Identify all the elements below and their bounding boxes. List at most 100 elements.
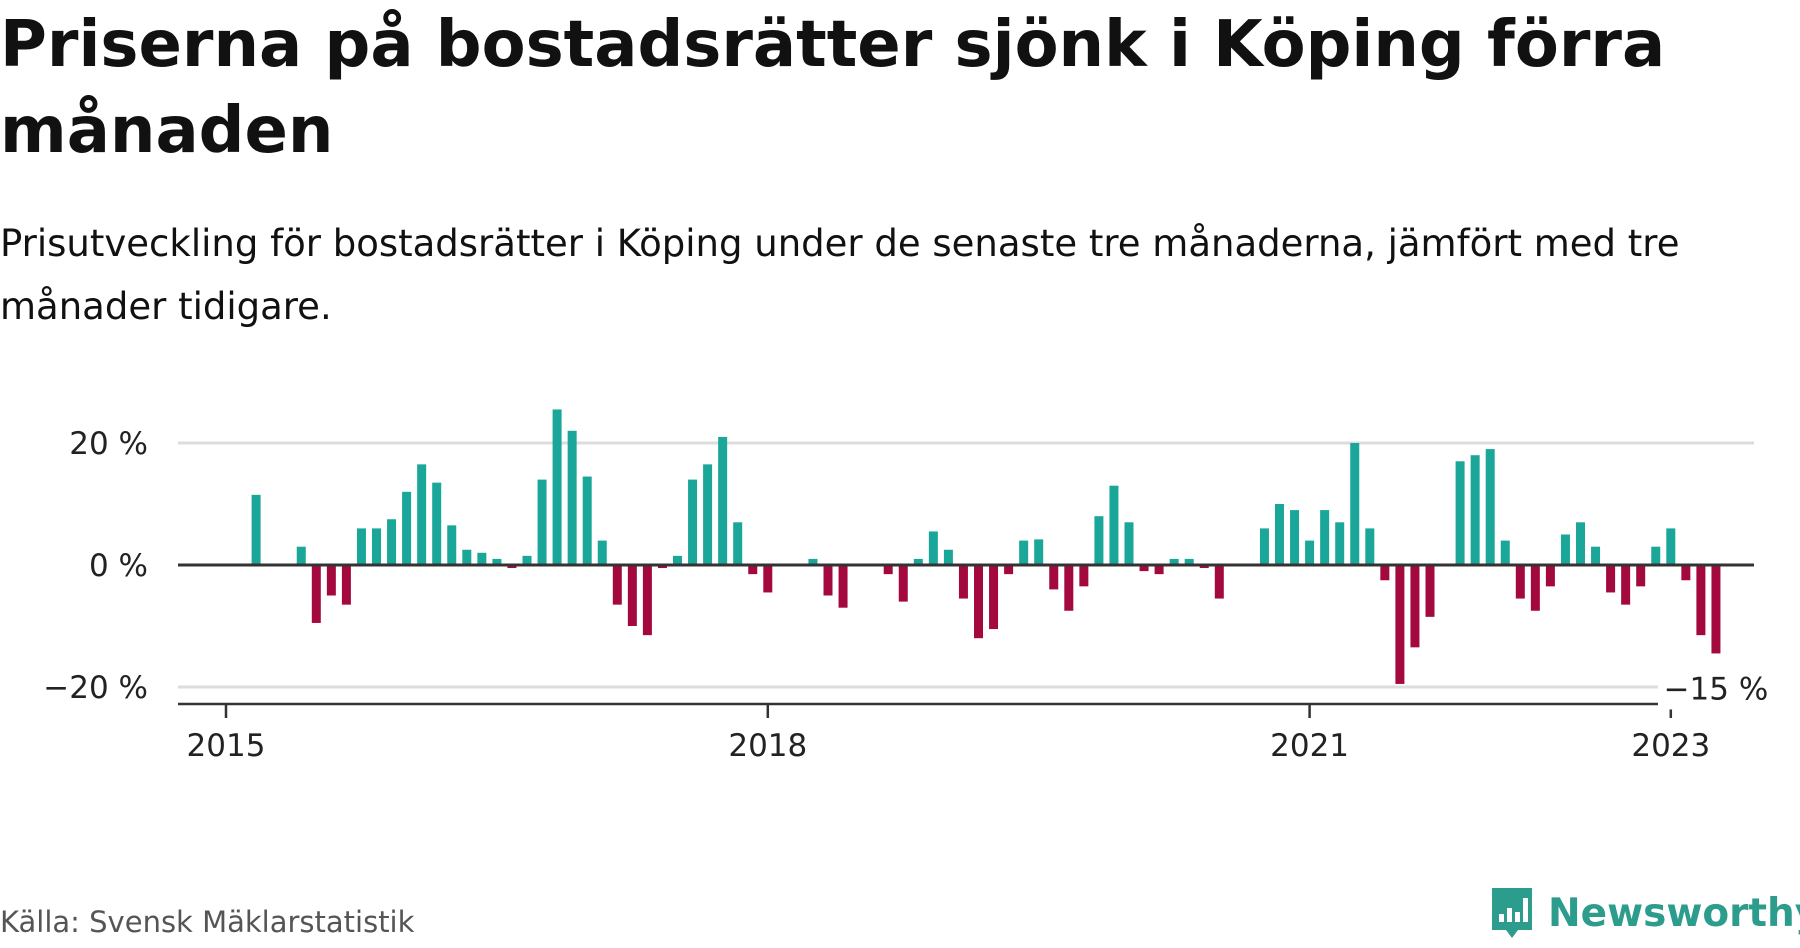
- bar: [1560, 534, 1570, 565]
- bar: [1711, 565, 1721, 654]
- bar: [477, 552, 487, 565]
- bar: [1034, 539, 1044, 565]
- bar: [928, 531, 938, 565]
- bar: [1666, 528, 1676, 565]
- bar: [356, 528, 366, 565]
- y-tick-label: −20 %: [43, 670, 148, 706]
- bar: [1621, 565, 1631, 605]
- bar: [492, 558, 502, 565]
- bar: [1425, 565, 1435, 617]
- bar: [507, 565, 517, 569]
- bar: [1184, 558, 1194, 565]
- bar: [748, 565, 758, 575]
- bar: [1019, 540, 1029, 565]
- bar: [898, 565, 908, 602]
- bar: [642, 565, 652, 636]
- bar: [958, 565, 968, 599]
- bar: [1485, 449, 1495, 565]
- x-tick-label: 2015: [187, 728, 266, 764]
- labels: 20 % 0 % −20 % 2015 2018 2021 2023 −15 %: [43, 426, 1776, 764]
- x-tick-label: 2023: [1631, 728, 1710, 764]
- bar: [537, 479, 547, 565]
- bar: [387, 519, 397, 565]
- bar: [1079, 565, 1089, 587]
- bar: [1169, 558, 1179, 565]
- bar: [402, 491, 412, 565]
- bar: [673, 555, 682, 565]
- bar: [718, 436, 728, 565]
- bar: [1259, 528, 1269, 565]
- bar: [688, 479, 698, 565]
- bar: [1455, 461, 1465, 565]
- bar: [296, 546, 306, 565]
- bar: [372, 528, 381, 565]
- bar: [1124, 522, 1134, 565]
- bar: [823, 565, 833, 596]
- axes: [178, 563, 1754, 718]
- y-tick-label: 0 %: [89, 548, 148, 584]
- bar: [582, 476, 592, 565]
- bar: [1139, 565, 1149, 572]
- bar: [974, 565, 983, 639]
- y-tick-label: 20 %: [69, 426, 148, 462]
- bar: [1606, 565, 1616, 593]
- bar: [552, 409, 562, 565]
- bar: [808, 558, 818, 565]
- bar: [1154, 565, 1164, 575]
- bar: [597, 540, 607, 565]
- bar: [1696, 565, 1706, 636]
- bar: [1651, 546, 1661, 565]
- bar: [1049, 565, 1059, 590]
- bar: [1410, 565, 1420, 648]
- bar: [1290, 510, 1300, 565]
- bar: [1545, 565, 1555, 587]
- bar: [1681, 565, 1691, 581]
- bar: [883, 565, 893, 575]
- bar: [657, 565, 667, 569]
- chart-subtitle: Prisutveckling för bostadsrätter i Köpin…: [0, 222, 1680, 328]
- bar: [733, 522, 743, 565]
- bar: [1395, 565, 1405, 684]
- chart-title: Priserna på bostadsrätter sjönk i Köping…: [0, 8, 1666, 168]
- gridlines: [178, 441, 1754, 689]
- bar: [1365, 528, 1375, 565]
- bar: [1350, 443, 1360, 565]
- bar: [1636, 565, 1646, 587]
- bar: [341, 565, 351, 605]
- source-note: Källa: Svensk Mäklarstatistik: [0, 905, 415, 939]
- bar: [1591, 546, 1601, 565]
- bar: [612, 565, 622, 605]
- bar: [251, 494, 261, 565]
- brand-logo: Newsworthy: [1488, 884, 1800, 942]
- bar: [913, 558, 923, 565]
- bar: [838, 565, 848, 608]
- bar: [1305, 540, 1315, 565]
- bar: [989, 565, 999, 630]
- x-tick-label: 2018: [728, 728, 807, 764]
- bar: [1335, 522, 1345, 565]
- bar: [1320, 510, 1330, 565]
- bar: [311, 565, 321, 623]
- bar: [1515, 565, 1525, 599]
- x-tick-label: 2021: [1270, 728, 1349, 764]
- bar: [1530, 565, 1540, 611]
- last-value-label: −15 %: [1664, 671, 1769, 707]
- bar: [1199, 565, 1209, 569]
- bar: [567, 430, 577, 565]
- bar: [1064, 565, 1074, 611]
- newsworthy-icon: [1492, 888, 1532, 938]
- bar: [326, 565, 336, 596]
- bar: [1470, 455, 1480, 565]
- bar: [1004, 565, 1014, 575]
- bar: [1109, 485, 1119, 565]
- bar: [1214, 565, 1224, 599]
- bar: [417, 464, 427, 565]
- bar: [763, 565, 773, 593]
- bar: [1576, 522, 1585, 565]
- bar: [703, 464, 713, 565]
- bar: [627, 565, 637, 626]
- bar: [522, 555, 532, 565]
- bar: [943, 549, 953, 565]
- last-value-label-bg: [1657, 669, 1776, 710]
